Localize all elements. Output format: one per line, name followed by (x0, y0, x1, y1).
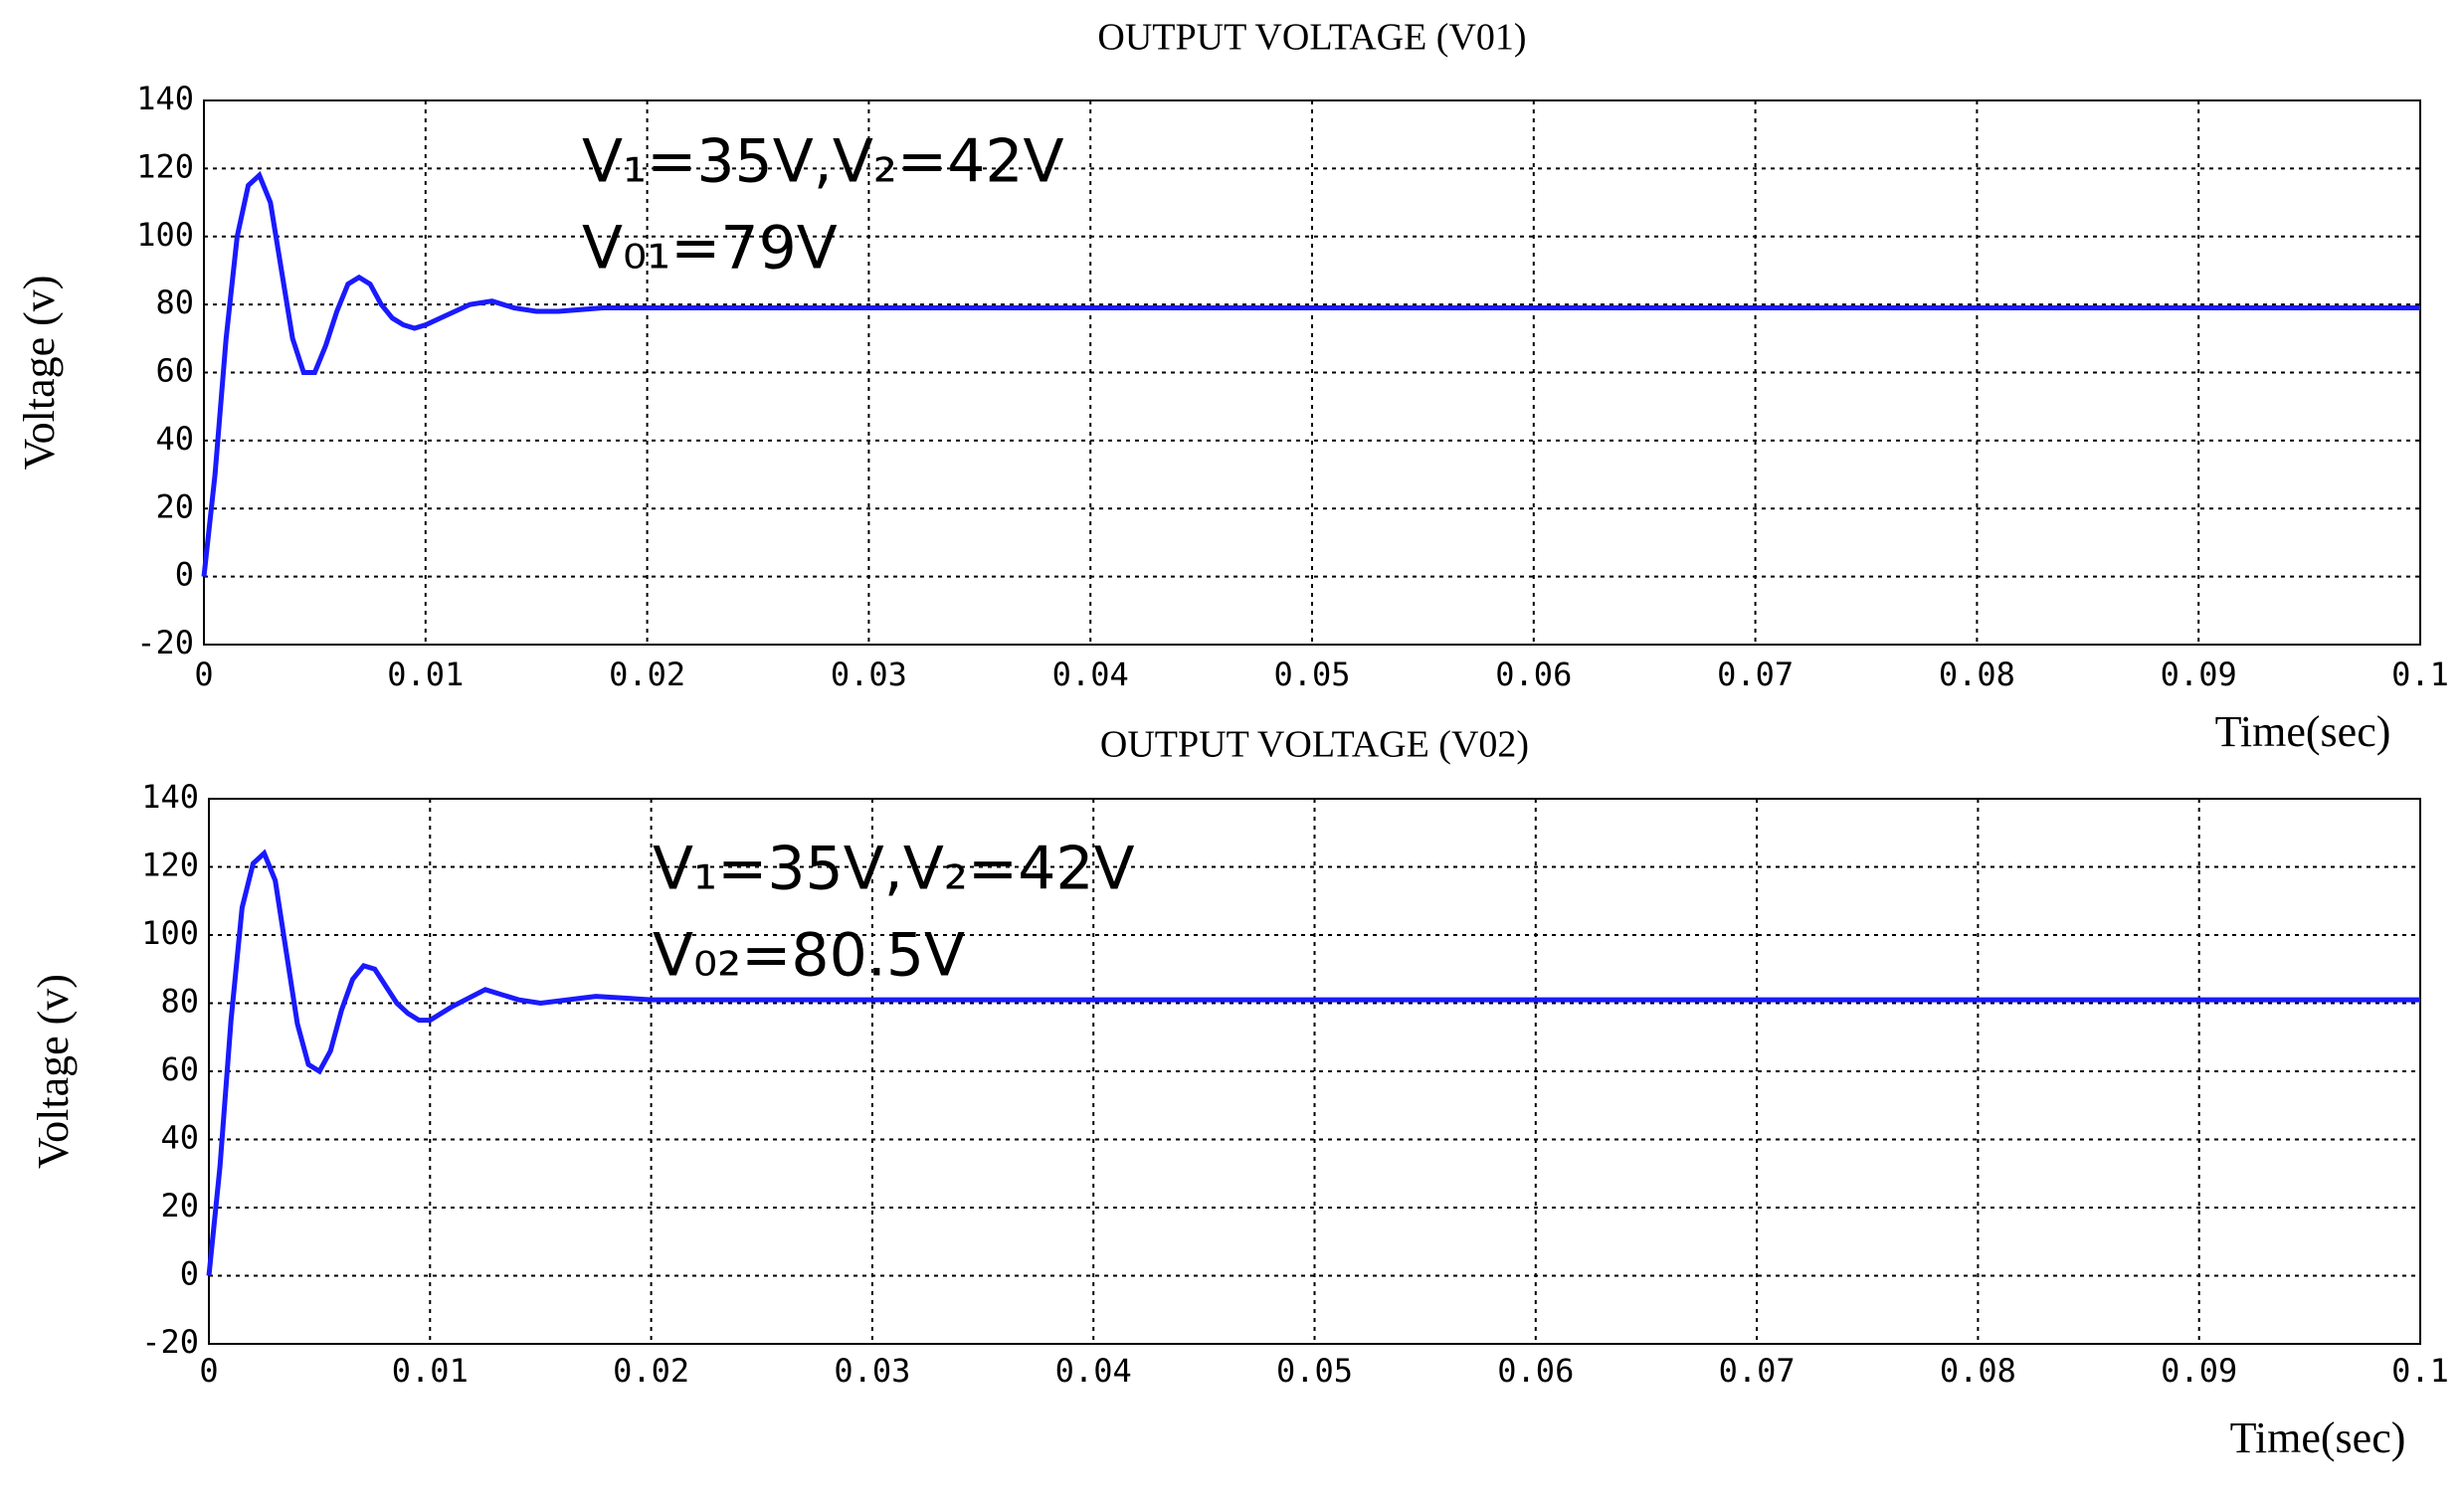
y-tick-label: 40 (155, 420, 194, 458)
x-tick-label: 0.1 (2391, 656, 2449, 693)
x-tick-label: 0.09 (2161, 1352, 2237, 1390)
data-line (206, 848, 2420, 1276)
x-tick-label: 0.01 (387, 656, 464, 693)
x-tick-label: 0.05 (1276, 1352, 1353, 1390)
x-tick-label: 0.08 (1940, 1352, 2016, 1390)
x-tick-label: 0.04 (1052, 656, 1129, 693)
y-tick-label: 140 (141, 778, 199, 816)
x-tick-label: 0.08 (1939, 656, 2015, 693)
annotation: V₁=35V,V₂=42V (653, 835, 1135, 904)
chart-title: OUTPUT VOLTAGE (V02) (1100, 724, 1529, 766)
y-tick-label: 100 (141, 914, 199, 952)
y-tick-label: 120 (141, 847, 199, 884)
x-axis-label: Time(sec) (2215, 707, 2391, 756)
x-tick-label: 0 (199, 1352, 218, 1390)
y-tick-label: 60 (155, 352, 194, 390)
x-axis-label: Time(sec) (2230, 1413, 2406, 1462)
data-line (201, 170, 2420, 577)
y-tick-label: 40 (160, 1119, 199, 1157)
y-tick-label: 20 (160, 1187, 199, 1224)
y-tick-label: 120 (136, 147, 194, 185)
x-tick-label: 0 (194, 656, 213, 693)
chart-title: OUTPUT VOLTAGE (V01) (1097, 17, 1526, 59)
x-tick-label: 0.03 (834, 1352, 910, 1390)
y-tick-label: 0 (180, 1255, 199, 1293)
x-tick-label: 0.03 (831, 656, 907, 693)
y-tick-label: 0 (175, 556, 194, 594)
x-tick-label: 0.1 (2391, 1352, 2449, 1390)
x-tick-label: 0.07 (1717, 656, 1794, 693)
annotation: V₁=35V,V₂=42V (582, 127, 1064, 197)
x-tick-label: 0.04 (1055, 1352, 1132, 1390)
x-tick-label: 0.01 (392, 1352, 469, 1390)
x-tick-label: 0.05 (1273, 656, 1350, 693)
y-tick-label: 80 (160, 983, 199, 1021)
y-tick-label: 80 (155, 283, 194, 321)
annotation: V₀₂=80.5V (653, 921, 965, 991)
x-tick-label: 0.02 (613, 1352, 689, 1390)
y-axis-label: Voltage (v) (29, 974, 78, 1169)
plot-frame (208, 798, 2421, 1345)
x-tick-label: 0.09 (2161, 656, 2237, 693)
y-axis-label: Voltage (v) (15, 276, 64, 471)
x-tick-label: 0.06 (1495, 656, 1572, 693)
y-tick-label: 60 (160, 1050, 199, 1088)
plot-frame (203, 99, 2421, 646)
y-tick-label: -20 (141, 1323, 199, 1361)
y-tick-label: 20 (155, 487, 194, 525)
y-tick-label: -20 (136, 624, 194, 661)
y-tick-label: 140 (136, 80, 194, 117)
x-tick-label: 0.06 (1497, 1352, 1574, 1390)
x-tick-label: 0.02 (609, 656, 685, 693)
y-tick-label: 100 (136, 216, 194, 254)
x-tick-label: 0.07 (1719, 1352, 1796, 1390)
annotation: V₀₁=79V (582, 214, 838, 283)
